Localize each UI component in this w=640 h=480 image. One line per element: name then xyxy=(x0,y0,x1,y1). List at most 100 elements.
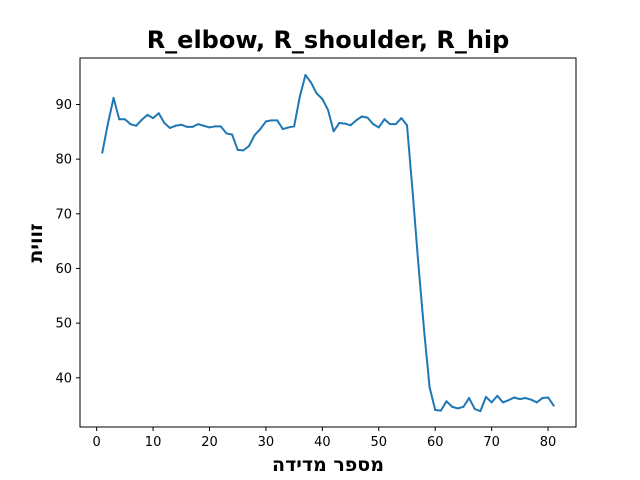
data-point xyxy=(180,123,183,126)
data-point xyxy=(321,98,324,100)
data-point xyxy=(496,394,499,397)
data-point xyxy=(287,126,290,129)
data-point xyxy=(462,405,465,408)
data-point xyxy=(518,398,521,401)
chart-title: R_elbow, R_shoulder, R_hip xyxy=(147,26,510,54)
x-tick-label: 60 xyxy=(427,435,444,450)
data-point xyxy=(479,410,482,413)
data-point xyxy=(411,190,414,193)
data-point xyxy=(400,117,403,120)
data-point xyxy=(135,124,138,127)
data-point xyxy=(366,116,369,119)
data-point xyxy=(485,395,487,398)
data-point xyxy=(530,398,533,401)
data-point xyxy=(513,396,516,399)
data-point xyxy=(236,148,239,151)
data-point xyxy=(157,112,160,115)
data-point xyxy=(293,125,296,128)
data-point xyxy=(468,397,471,400)
y-tick-label: 90 xyxy=(55,98,72,113)
x-tick-label: 10 xyxy=(145,435,162,450)
y-axis-title: זווית xyxy=(25,223,47,262)
data-point xyxy=(372,123,375,126)
data-point xyxy=(253,134,256,137)
data-point xyxy=(264,120,267,123)
data-point xyxy=(202,124,205,127)
data-point xyxy=(248,145,250,148)
data-point xyxy=(541,397,544,400)
x-axis-title: מספר מדידה xyxy=(272,454,384,476)
y-tick-label: 70 xyxy=(55,207,72,222)
data-point xyxy=(106,122,109,125)
data-point xyxy=(225,132,228,135)
data-point xyxy=(174,124,177,127)
data-point xyxy=(473,407,476,410)
x-axis-ticks: 0 10 20 30 40 50 60 70 80 xyxy=(93,427,557,450)
series-layer xyxy=(101,73,555,413)
data-point xyxy=(163,122,166,125)
data-point xyxy=(169,126,171,129)
data-point xyxy=(259,128,262,131)
x-tick-label: 70 xyxy=(483,435,500,450)
data-point xyxy=(394,123,397,126)
data-point xyxy=(304,73,307,76)
data-point xyxy=(242,149,245,152)
data-point xyxy=(360,115,363,118)
data-point xyxy=(338,122,341,125)
data-point xyxy=(123,118,126,121)
data-point xyxy=(231,133,234,136)
data-point xyxy=(315,92,318,95)
x-tick-label: 40 xyxy=(314,435,331,450)
data-point xyxy=(507,399,510,402)
data-point xyxy=(152,117,155,120)
x-tick-label: 80 xyxy=(540,435,557,450)
data-point xyxy=(298,95,301,98)
data-point xyxy=(214,125,217,128)
x-tick-label: 30 xyxy=(258,435,275,450)
data-point xyxy=(140,118,143,121)
data-point xyxy=(434,409,437,412)
data-point xyxy=(445,400,448,403)
data-point xyxy=(417,262,420,264)
data-point xyxy=(310,81,313,84)
data-point xyxy=(191,125,194,128)
data-point xyxy=(439,409,442,412)
data-point xyxy=(501,401,504,404)
data-point xyxy=(146,113,149,116)
data-point xyxy=(327,108,329,111)
data-point xyxy=(219,125,222,128)
data-point xyxy=(208,126,211,129)
data-point xyxy=(422,327,425,330)
y-axis-ticks: 40 50 60 70 80 90 xyxy=(55,98,80,386)
data-point xyxy=(112,96,115,99)
data-point xyxy=(343,122,346,125)
data-point xyxy=(428,386,431,389)
data-point xyxy=(456,407,459,410)
data-point xyxy=(281,128,284,131)
data-point xyxy=(389,123,392,126)
data-point xyxy=(129,123,132,126)
y-tick-label: 40 xyxy=(55,371,72,386)
data-point xyxy=(383,118,386,121)
data-point xyxy=(355,119,358,122)
y-tick-label: 50 xyxy=(55,317,72,332)
data-point xyxy=(552,404,555,407)
x-tick-label: 20 xyxy=(201,435,218,450)
data-point xyxy=(197,123,200,126)
data-point xyxy=(349,124,352,127)
data-point xyxy=(377,126,380,129)
data-point xyxy=(118,118,121,121)
data-point xyxy=(406,124,408,127)
data-point xyxy=(270,119,273,122)
x-tick-label: 50 xyxy=(371,435,388,450)
y-tick-label: 80 xyxy=(55,153,72,168)
data-point xyxy=(332,130,335,133)
data-point xyxy=(535,401,538,404)
data-point xyxy=(185,125,188,128)
y-tick-label: 60 xyxy=(55,262,72,277)
plot-frame xyxy=(79,57,577,428)
data-point xyxy=(451,405,454,408)
data-point xyxy=(547,396,550,399)
data-point xyxy=(276,119,279,122)
